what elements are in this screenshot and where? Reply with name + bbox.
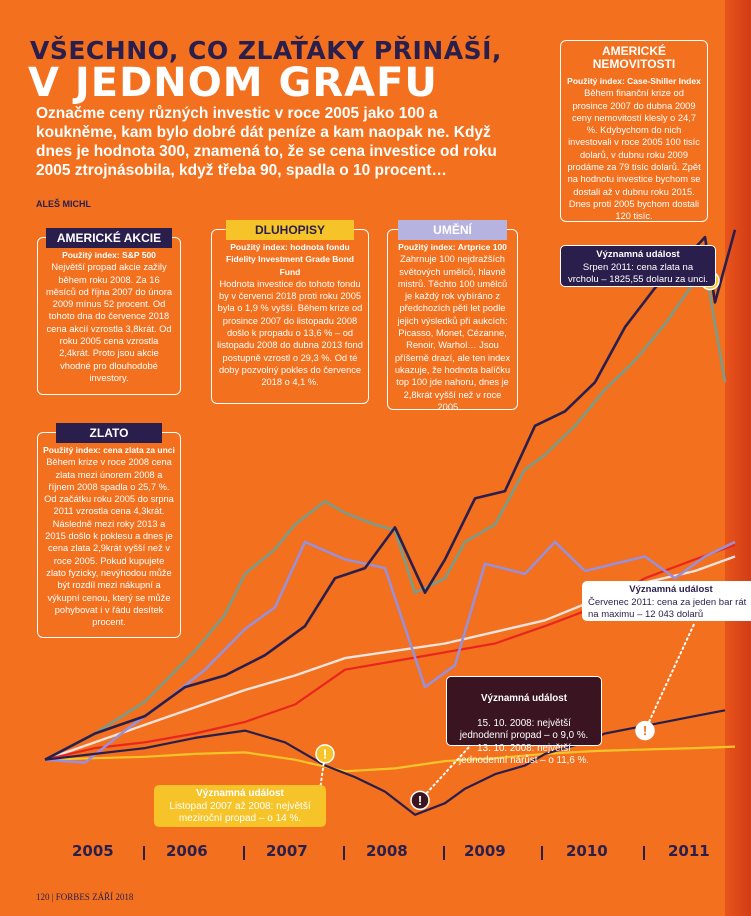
box-index-bonds: Použitý index: hodnota fondu Fidelity In… <box>226 242 354 277</box>
box-art: UMĚNÍ Použitý index: Artprice 100 Zahrnu… <box>387 220 518 412</box>
page-folio: 120 | FORBES ZÁŘÍ 2018 <box>36 892 134 902</box>
event-stocks-day: Významná událost 15. 10. 2008: největší … <box>446 676 602 766</box>
box-text-gold: Během krize v roce 2008 cena zlata mezi … <box>44 457 174 628</box>
box-title-american-stocks: AMERICKÉ AKCIE <box>46 228 172 248</box>
lead-paragraph: Označme ceny různých investic v roce 200… <box>36 105 497 179</box>
box-text-american-stocks: Největší propad akcie zažily během roku … <box>45 262 173 383</box>
year-label: 2006 <box>166 842 208 860</box>
box-index-gold: Použitý index: cena zlata za unci <box>43 445 175 455</box>
box-index-real-estate: Použitý index: Case-Shiller Index <box>567 76 701 86</box>
year-label: 2008 <box>366 842 408 860</box>
box-index-american-stocks: Použitý index: S&P 500 <box>62 250 156 260</box>
exclamation-icon: ! <box>643 723 647 738</box>
year-separator <box>643 846 645 860</box>
chart-series-line <box>44 709 726 816</box>
exclamation-icon: ! <box>323 746 327 761</box>
headline-kicker: VŠECHNO, CO ZLAŤÁKY PŘINÁŠÍ, <box>30 36 502 65</box>
year-label: 2009 <box>464 842 506 860</box>
year-separator <box>143 846 145 860</box>
box-title-art: UMĚNÍ <box>398 220 507 240</box>
year-separator <box>343 846 345 860</box>
exclamation-icon: ! <box>418 793 422 808</box>
year-separator <box>541 846 543 860</box>
box-text-real-estate: Během finanční krize od prosince 2007 do… <box>567 88 701 222</box>
event-connector <box>644 621 696 732</box>
event-art-peak: Významná událost Červenec 2011: cena za … <box>582 581 751 621</box>
year-axis: 2005 2006 2007 2008 2009 2010 2011 <box>0 842 751 866</box>
event-title: Významná událost <box>596 249 680 260</box>
box-index-art: Použitý index: Artprice 100 <box>398 242 507 252</box>
chart-series-line <box>44 264 727 761</box>
year-label: 2011 <box>668 842 710 860</box>
year-label: 2010 <box>566 842 608 860</box>
page-spine <box>725 0 751 916</box>
year-separator <box>243 846 245 860</box>
chart-series-line <box>44 745 736 773</box>
event-text: Srpen 2011: cena zlata na vrcholu – 1825… <box>568 261 708 286</box>
event-title: Významná událost <box>480 692 567 704</box>
event-gold-peak: Významná událost Srpen 2011: cena zlata … <box>560 245 716 287</box>
event-bonds-drop: Významná událost Listopad 2007 až 2008: … <box>154 785 326 827</box>
box-bonds: DLUHOPISY Použitý index: hodnota fondu F… <box>211 220 369 404</box>
box-american-stocks: AMERICKÉ AKCIE Použitý index: S&P 500 Ne… <box>37 228 181 395</box>
year-label: 2005 <box>72 842 114 860</box>
event-title: Významná událost <box>196 788 284 799</box>
box-title-real-estate: AMERICKÉ NEMOVITOSTI <box>592 44 676 71</box>
event-marker-icon <box>315 744 335 764</box>
author-name: ALEŠ MICHL <box>36 199 91 209</box>
box-text-bonds: Hodnota investice do tohoto fondu by v č… <box>217 278 363 388</box>
box-title-bonds: DLUHOPISY <box>226 220 354 240</box>
event-text: 15. 10. 2008: největší jednodenní propad… <box>459 717 589 767</box>
box-real-estate: AMERICKÉ NEMOVITOSTI Použitý index: Case… <box>560 40 708 222</box>
year-label: 2007 <box>266 842 308 860</box>
event-title: Významná událost <box>629 584 713 595</box>
box-text-art: Zahrnuje 100 nejdražších světových umělc… <box>394 254 511 412</box>
event-connector <box>419 745 471 802</box>
box-gold: ZLATO Použitý index: cena zlata za unci … <box>37 423 181 638</box>
event-marker-icon <box>635 720 655 741</box>
headline: V JEDNOM GRAFU <box>28 60 438 106</box>
event-text: Listopad 2007 až 2008: největší meziročn… <box>169 800 311 825</box>
year-separator <box>443 846 445 860</box>
event-text: Červenec 2011: cena za jeden bar rát na … <box>588 596 747 621</box>
event-marker-icon <box>410 790 430 811</box>
box-title-gold: ZLATO <box>56 423 162 443</box>
